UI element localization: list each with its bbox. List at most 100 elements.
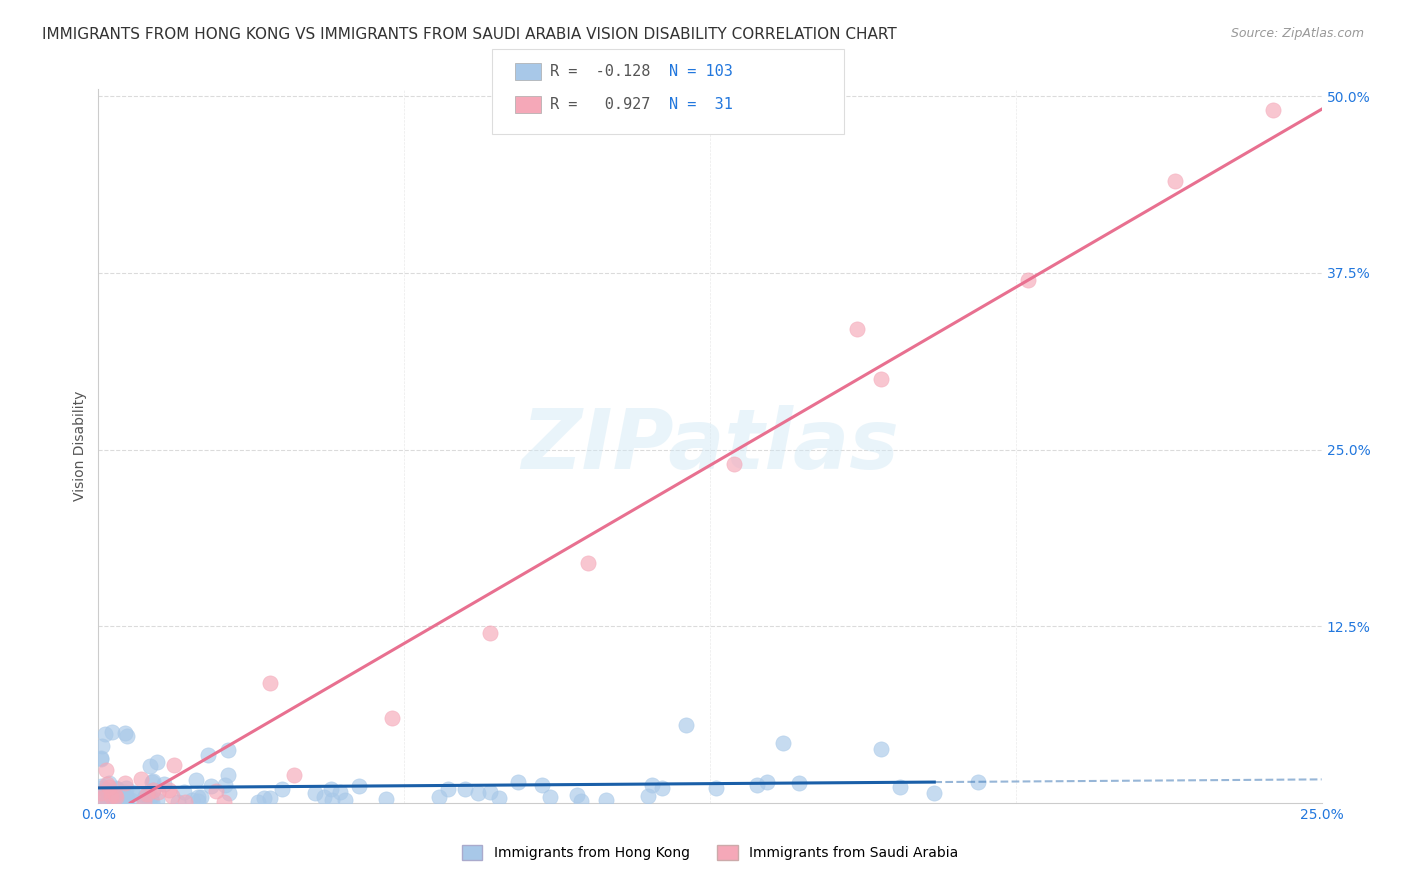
Point bbox=[103, 789, 125, 804]
Point bbox=[101, 725, 124, 739]
Point bbox=[141, 774, 163, 789]
Point bbox=[479, 785, 502, 799]
Text: N =  31: N = 31 bbox=[669, 97, 733, 112]
Point bbox=[319, 781, 342, 796]
Point bbox=[889, 780, 911, 795]
Point bbox=[637, 789, 659, 804]
Point bbox=[651, 780, 673, 795]
Point bbox=[187, 790, 209, 805]
Point bbox=[114, 785, 136, 799]
Point bbox=[180, 792, 202, 806]
Point bbox=[218, 786, 240, 800]
Point bbox=[105, 789, 128, 804]
Point bbox=[138, 793, 160, 807]
Point bbox=[101, 792, 124, 806]
Text: IMMIGRANTS FROM HONG KONG VS IMMIGRANTS FROM SAUDI ARABIA VISION DISABILITY CORR: IMMIGRANTS FROM HONG KONG VS IMMIGRANTS … bbox=[42, 27, 897, 42]
Point bbox=[163, 757, 186, 772]
Point bbox=[246, 795, 269, 809]
Point bbox=[374, 792, 396, 806]
Point bbox=[111, 790, 134, 805]
Point bbox=[283, 767, 305, 781]
Point bbox=[217, 768, 239, 782]
Point bbox=[197, 747, 219, 762]
Point bbox=[91, 791, 114, 805]
Point bbox=[538, 790, 561, 805]
Point bbox=[167, 795, 190, 809]
Text: ZIPatlas: ZIPatlas bbox=[522, 406, 898, 486]
Point bbox=[115, 730, 138, 744]
Point bbox=[107, 792, 129, 806]
Point bbox=[259, 675, 281, 690]
Point bbox=[212, 795, 235, 809]
Point bbox=[454, 782, 477, 797]
Point bbox=[253, 790, 276, 805]
Point bbox=[214, 778, 236, 792]
Point bbox=[1164, 174, 1187, 188]
Legend: Immigrants from Hong Kong, Immigrants from Saudi Arabia: Immigrants from Hong Kong, Immigrants fr… bbox=[454, 838, 966, 867]
Point bbox=[567, 788, 589, 802]
Point bbox=[94, 783, 117, 797]
Point bbox=[98, 787, 121, 801]
Point bbox=[90, 786, 112, 800]
Point bbox=[152, 777, 174, 791]
Point bbox=[90, 791, 112, 805]
Point bbox=[129, 772, 152, 787]
Point bbox=[146, 755, 169, 769]
Text: Source: ZipAtlas.com: Source: ZipAtlas.com bbox=[1230, 27, 1364, 40]
Point bbox=[506, 775, 529, 789]
Text: R =  -0.128: R = -0.128 bbox=[550, 64, 650, 79]
Point bbox=[121, 785, 143, 799]
Point bbox=[314, 790, 336, 805]
Point bbox=[870, 372, 893, 386]
Point bbox=[756, 775, 779, 789]
Point bbox=[90, 779, 112, 793]
Point bbox=[90, 751, 112, 765]
Point bbox=[138, 759, 160, 773]
Point bbox=[94, 727, 117, 741]
Point bbox=[259, 791, 281, 805]
Point bbox=[675, 718, 697, 732]
Point bbox=[870, 742, 893, 756]
Point bbox=[200, 779, 222, 793]
Point bbox=[142, 783, 165, 797]
Text: R =   0.927: R = 0.927 bbox=[550, 97, 650, 112]
Point bbox=[478, 626, 501, 640]
Point bbox=[104, 781, 127, 796]
Point bbox=[349, 779, 371, 793]
Point bbox=[747, 778, 769, 792]
Point bbox=[105, 781, 128, 796]
Point bbox=[104, 788, 127, 802]
Point bbox=[141, 795, 163, 809]
Point bbox=[595, 793, 617, 807]
Point bbox=[845, 322, 868, 336]
Point bbox=[100, 785, 122, 799]
Text: N = 103: N = 103 bbox=[669, 64, 733, 79]
Point bbox=[114, 776, 136, 790]
Point bbox=[1017, 273, 1039, 287]
Point bbox=[94, 782, 117, 797]
Point bbox=[205, 784, 228, 798]
Point bbox=[136, 787, 159, 801]
Point bbox=[132, 795, 155, 809]
Point bbox=[531, 778, 554, 792]
Point bbox=[190, 789, 212, 804]
Point bbox=[94, 764, 117, 778]
Point bbox=[98, 789, 121, 803]
Point bbox=[967, 775, 990, 789]
Point bbox=[173, 784, 195, 798]
Point bbox=[98, 776, 121, 790]
Point bbox=[381, 711, 404, 725]
Point bbox=[1261, 103, 1284, 118]
Point bbox=[101, 789, 124, 803]
Point bbox=[96, 795, 118, 809]
Point bbox=[329, 785, 352, 799]
Point bbox=[304, 786, 326, 800]
Point bbox=[134, 791, 156, 805]
Point bbox=[128, 788, 150, 802]
Point bbox=[115, 790, 138, 805]
Point bbox=[488, 791, 510, 805]
Point bbox=[134, 789, 156, 804]
Point bbox=[569, 794, 592, 808]
Point bbox=[141, 791, 163, 805]
Point bbox=[467, 786, 489, 800]
